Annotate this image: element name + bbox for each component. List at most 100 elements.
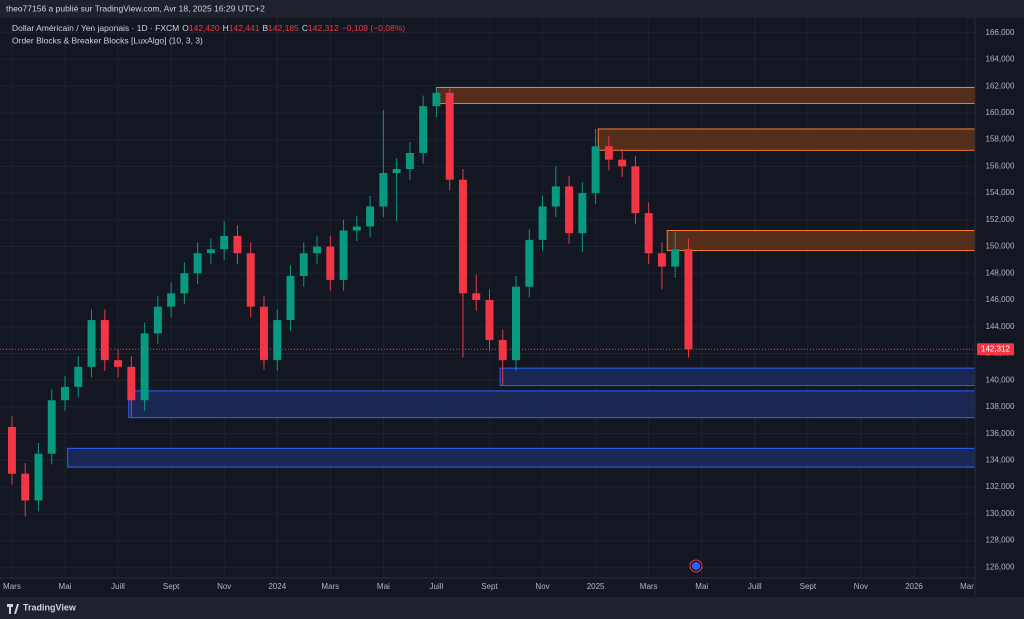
instrument-title: Dollar Américain / Yen japonais · 1D · F… (12, 23, 179, 33)
x-tick-label: Mars (321, 582, 339, 591)
x-tick-label: Mar (960, 582, 974, 591)
candle-body (498, 340, 507, 361)
candle-body (220, 235, 229, 250)
y-tick-label: 150,000 (986, 242, 1015, 251)
candle-body (671, 249, 680, 267)
candle-body (604, 146, 613, 160)
candle-body (339, 230, 348, 280)
candle-body (525, 239, 534, 287)
candle-body (405, 152, 414, 170)
candle-body (432, 92, 441, 107)
y-tick-label: 160,000 (986, 108, 1015, 117)
x-tick-label: Nov (854, 582, 868, 591)
candle-body (299, 253, 308, 276)
candle-body (591, 146, 600, 194)
y-tick-label: 148,000 (986, 268, 1015, 277)
ohlc-value: 142,312 (308, 23, 339, 33)
candle-body (684, 249, 693, 350)
candle-body (458, 179, 467, 294)
event-flag-inner (692, 562, 700, 570)
plot-area (0, 18, 975, 578)
x-tick-label: Mai (695, 582, 708, 591)
candle-body (485, 300, 494, 341)
order-block (499, 367, 975, 387)
indicator-legend: Order Blocks & Breaker Blocks [LuxAlgo] … (12, 35, 203, 45)
candle-body (286, 275, 295, 321)
candles (7, 87, 693, 517)
candle-body (578, 193, 587, 234)
candle-body (326, 246, 335, 280)
y-tick-label: 126,000 (986, 562, 1015, 571)
ohlc-label: C (302, 23, 308, 33)
candle-body (313, 246, 322, 254)
candle-body (644, 213, 653, 254)
candle-body (114, 360, 123, 367)
y-tick-label: 152,000 (986, 215, 1015, 224)
candle-body (657, 253, 666, 267)
x-tick-label: Mai (59, 582, 72, 591)
y-tick-label: 164,000 (986, 55, 1015, 64)
y-tick-label: 158,000 (986, 135, 1015, 144)
candle-body (379, 173, 388, 207)
order-block (435, 86, 975, 105)
y-tick-label: 144,000 (986, 322, 1015, 331)
candle-body (180, 273, 189, 294)
brand: TradingView (23, 602, 77, 612)
ohlc-value: 142,185 (268, 23, 299, 33)
x-tick-label: 2024 (268, 582, 286, 591)
x-tick-label: Sept (481, 582, 498, 591)
y-tick-label: 138,000 (986, 402, 1015, 411)
x-tick-label: Juill (430, 582, 444, 591)
candle-body (366, 206, 375, 227)
candle-body (472, 293, 481, 301)
candle-body (167, 293, 176, 307)
x-tick-label: 2025 (587, 582, 605, 591)
zones (67, 86, 975, 468)
x-tick-label: Mars (3, 582, 21, 591)
candle-body (565, 186, 574, 234)
y-tick-label: 162,000 (986, 81, 1015, 90)
candle-body (512, 286, 520, 361)
candle-body (445, 92, 454, 180)
x-tick-label: Mai (377, 582, 390, 591)
candle-body (352, 226, 361, 231)
candle-body (246, 253, 255, 307)
order-block (67, 447, 975, 468)
candle-body (140, 333, 149, 401)
last-price-box (977, 343, 1014, 356)
top-bar (0, 0, 1024, 18)
candle-body (61, 386, 69, 401)
y-tick-label: 166,000 (986, 28, 1015, 37)
y-tick-label: 132,000 (986, 482, 1015, 491)
y-tick-label: 156,000 (986, 161, 1015, 170)
candle-body (87, 320, 96, 367)
candle-body (392, 169, 401, 174)
ohlc-label: O (182, 23, 189, 33)
candle-body (233, 235, 242, 254)
x-tick-label: Sept (163, 582, 180, 591)
ohlc-value: 142,420 (189, 23, 220, 33)
ohlc-label: B (262, 23, 268, 33)
x-tick-label: Nov (217, 582, 231, 591)
candle-body (153, 306, 162, 334)
bottom-bar (0, 597, 1024, 619)
order-block (666, 230, 975, 252)
candle-body (206, 249, 215, 254)
x-tick-label: Sept (800, 582, 817, 591)
y-tick-label: 140,000 (986, 375, 1015, 384)
candle-body (260, 306, 268, 361)
candle-body (47, 400, 56, 454)
candle-body (538, 206, 547, 240)
x-tick-label: Nov (535, 582, 549, 591)
candle-body (127, 366, 136, 401)
y-tick-label: 128,000 (986, 536, 1015, 545)
candle-body (273, 320, 282, 361)
candle-body (631, 166, 640, 214)
y-tick-label: 136,000 (986, 429, 1015, 438)
author-line: theo77156 a publié sur TradingView.com, … (6, 3, 265, 13)
ohlc-value: 142,441 (229, 23, 260, 33)
last-price-label: 142,312 (981, 344, 1010, 353)
candle-body (34, 453, 43, 501)
